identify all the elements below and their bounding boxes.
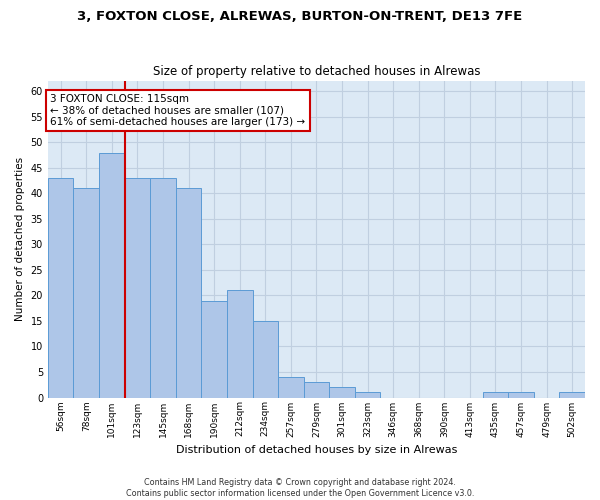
Bar xyxy=(329,388,355,398)
Bar xyxy=(304,382,329,398)
Y-axis label: Number of detached properties: Number of detached properties xyxy=(15,157,25,322)
Bar xyxy=(73,188,99,398)
Bar xyxy=(99,152,125,398)
Bar xyxy=(227,290,253,398)
Title: Size of property relative to detached houses in Alrewas: Size of property relative to detached ho… xyxy=(153,66,480,78)
Text: 3, FOXTON CLOSE, ALREWAS, BURTON-ON-TRENT, DE13 7FE: 3, FOXTON CLOSE, ALREWAS, BURTON-ON-TREN… xyxy=(77,10,523,23)
Bar xyxy=(202,300,227,398)
Bar xyxy=(176,188,202,398)
Bar xyxy=(278,377,304,398)
Bar xyxy=(482,392,508,398)
Bar xyxy=(559,392,585,398)
Text: 3 FOXTON CLOSE: 115sqm
← 38% of detached houses are smaller (107)
61% of semi-de: 3 FOXTON CLOSE: 115sqm ← 38% of detached… xyxy=(50,94,305,127)
Bar xyxy=(125,178,150,398)
Bar xyxy=(253,321,278,398)
Bar xyxy=(150,178,176,398)
Bar xyxy=(508,392,534,398)
Bar xyxy=(355,392,380,398)
Bar xyxy=(48,178,73,398)
Text: Contains HM Land Registry data © Crown copyright and database right 2024.
Contai: Contains HM Land Registry data © Crown c… xyxy=(126,478,474,498)
X-axis label: Distribution of detached houses by size in Alrewas: Distribution of detached houses by size … xyxy=(176,445,457,455)
